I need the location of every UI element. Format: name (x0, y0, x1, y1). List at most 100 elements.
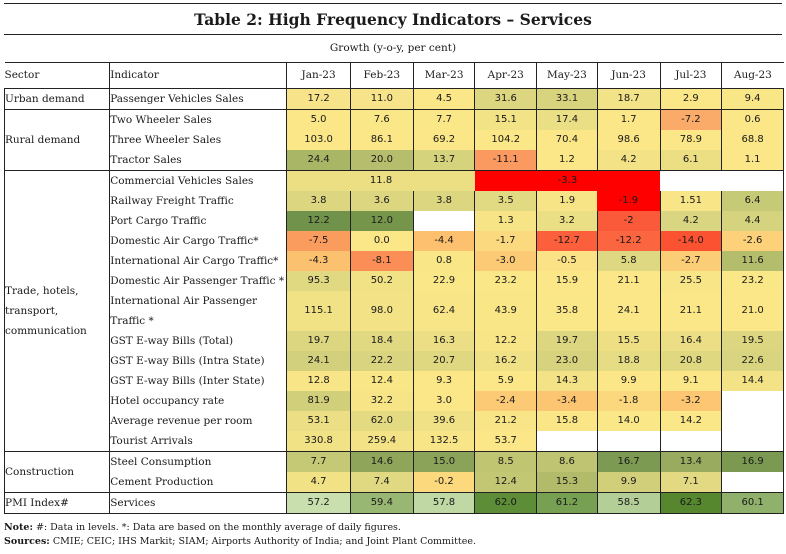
value-cell: 7.1 (659, 472, 722, 493)
value-cell: 15.8 (536, 411, 598, 431)
value-cell: -12.2 (596, 231, 660, 251)
sector-cell: PMI Index# (3, 492, 111, 514)
value-cell: 3.5 (474, 191, 537, 211)
indicator-cell: Steel Consumption (110, 456, 212, 468)
empty-value-cell (721, 391, 784, 411)
header-month: May-23 (536, 62, 598, 89)
value-cell: 15.1 (474, 109, 537, 130)
value-cell: 15.0 (412, 451, 475, 472)
table-row: International Air Passenger Traffic * 115… (5, 291, 784, 331)
table-row: Port Cargo Traffic 12.2 12.0 1.3 3.2 -2 4.2 4.4 (5, 211, 784, 231)
value-cell: 1.9 (536, 191, 598, 211)
header-month: Aug-23 (721, 62, 784, 89)
value-cell: 6.1 (659, 150, 722, 171)
value-cell: 43.9 (474, 291, 537, 331)
empty-value-cell (536, 431, 598, 452)
table-row: GST E-way Bills (Inter State) 12.8 12.4 9.3… (5, 371, 784, 391)
indicator-cell: GST E-way Bills (Intra State) (110, 355, 265, 367)
value-cell: 20.8 (659, 351, 722, 371)
table-row: GST E-way Bills (Intra State) 24.1 22.2 20.… (5, 351, 784, 371)
value-cell: 9.3 (412, 371, 475, 391)
value-cell: 14.2 (659, 411, 722, 431)
value-cell: 15.3 (536, 472, 598, 493)
value-cell: 1.1 (721, 150, 784, 171)
value-cell: -3.2 (659, 391, 722, 411)
indicator-cell: Cement Production (109, 472, 287, 493)
value-cell: 0.0 (349, 231, 414, 251)
value-cell: 1.7 (596, 109, 660, 130)
value-cell: -4.3 (286, 251, 351, 271)
value-cell: 81.9 (286, 391, 351, 411)
indicator-cell: International Air Passenger Traffic * (110, 295, 258, 327)
value-cell: 22.2 (349, 351, 414, 371)
table-row: GST E-way Bills (Total) 19.7 18.4 16.3 12.2 1… (5, 331, 784, 351)
value-cell: 62.4 (412, 291, 475, 331)
value-cell: 21.1 (596, 271, 660, 291)
header-month: Mar-23 (412, 62, 475, 89)
value-cell: 33.1 (536, 88, 598, 110)
value-cell: 4.2 (596, 150, 660, 171)
sources-text: CMIE; CEIC; IHS Markit; SIAM; Airports A… (49, 536, 477, 547)
table-row: Trade, hotels, transport, communication C… (3, 170, 784, 452)
value-cell: 24.1 (286, 351, 351, 371)
value-cell: 59.4 (349, 492, 414, 514)
value-cell: 13.4 (659, 451, 722, 472)
value-cell: 17.2 (286, 88, 351, 110)
value-cell: 20.7 (412, 351, 475, 371)
table-body: Urban demand Passenger Vehicles Sales 17.2… (3, 88, 784, 514)
value-cell: 21.2 (474, 411, 537, 431)
note-text: #: Data in levels. *: Data are based on … (32, 522, 401, 533)
empty-value-cell (721, 431, 784, 452)
header-month: Jan-23 (286, 62, 351, 89)
value-cell: 11.0 (349, 88, 414, 110)
value-cell: 12.4 (474, 472, 537, 493)
value-cell: -12.7 (536, 231, 598, 251)
header-month: Jun-23 (596, 62, 660, 89)
sector-cell: Urban demand (3, 88, 111, 110)
value-cell: 14.4 (721, 371, 784, 391)
value-cell: 12.8 (286, 371, 351, 391)
value-cell: 68.8 (721, 130, 784, 150)
value-cell: 19.7 (536, 331, 598, 351)
title-rule (4, 34, 782, 35)
indicator-cell: Average revenue per room (110, 415, 253, 427)
header-row: Sector Indicator Jan-23 Feb-23 Mar-23 Ap… (4, 62, 784, 89)
value-cell: 9.4 (721, 88, 784, 110)
value-cell: 9.9 (596, 472, 660, 493)
value-cell: 12.4 (349, 371, 414, 391)
value-cell: 11.6 (721, 251, 784, 271)
value-cell: 259.4 (349, 431, 414, 452)
value-cell: 16.3 (412, 331, 475, 351)
indicator-cell: GST E-way Bills (Total) (110, 335, 234, 347)
table-row: Average revenue per room 53.1 62.0 39.6 21.2… (5, 411, 784, 431)
table-row: Cement Production 4.7 7.4 -0.2 12.4 15.3 9.9 7.… (5, 472, 784, 493)
value-cell: 16.2 (474, 351, 537, 371)
indicator-cell: Passenger Vehicles Sales (109, 88, 287, 110)
value-cell: -7.2 (659, 109, 722, 130)
value-cell: 17.4 (536, 109, 598, 130)
value-cell: 23.2 (474, 271, 537, 291)
value-cell: 60.1 (721, 492, 784, 514)
value-cell: 7.6 (349, 109, 414, 130)
table-row: Domestic Air Cargo Traffic* -7.5 0.0 -4.4 -1… (5, 231, 784, 251)
value-cell: 14.3 (536, 371, 598, 391)
indicator-cell: Tourist Arrivals (109, 431, 287, 452)
value-cell: -2 (596, 211, 660, 231)
value-cell: 69.2 (412, 130, 475, 150)
value-cell: 22.6 (721, 351, 784, 371)
header-indicator: Indicator (109, 62, 287, 89)
table-title: Table 2: High Frequency Indicators – Ser… (194, 10, 592, 29)
note-line: Note: #: Data in levels. *: Data are bas… (4, 521, 476, 535)
value-cell: 115.1 (286, 291, 351, 331)
value-cell: 3.8 (412, 191, 475, 211)
value-cell: -2.4 (474, 391, 537, 411)
value-cell: 32.2 (349, 391, 414, 411)
header-month: Apr-23 (474, 62, 537, 89)
value-cell: 57.2 (286, 492, 351, 514)
value-cell: -2.7 (659, 251, 722, 271)
value-cell: 21.1 (659, 291, 722, 331)
value-cell: 62.0 (349, 411, 414, 431)
table-row: Railway Freight Traffic 3.8 3.6 3.8 3.5 1.9 -1… (5, 191, 784, 211)
indicator-cell: Services (109, 492, 287, 514)
empty-value-cell (721, 170, 784, 191)
